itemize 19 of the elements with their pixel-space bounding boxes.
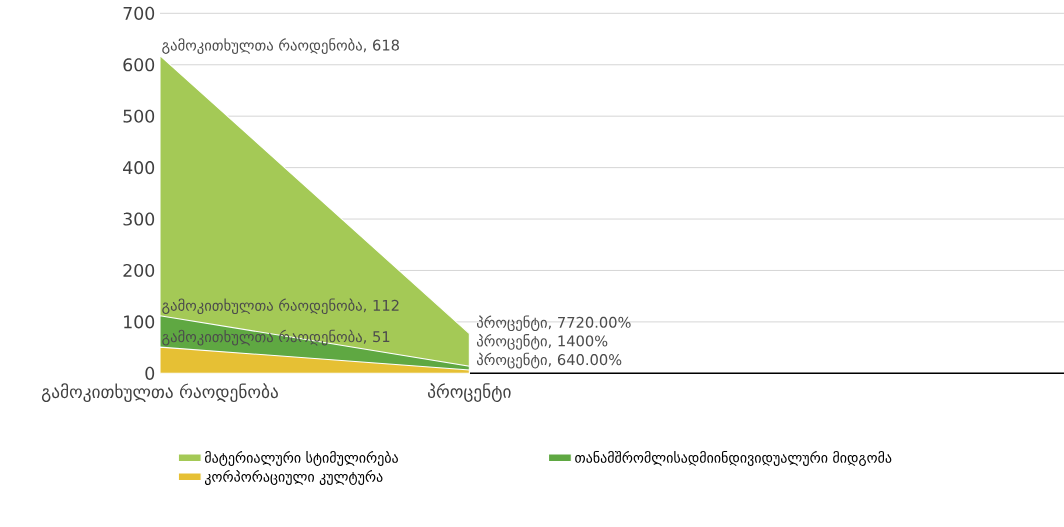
data-label: პროცენტი, 1400% xyxy=(476,334,608,350)
data-label: გამოკითხულთა რაოდენობა, 112 xyxy=(162,298,399,315)
data-label: გამოკითხულთა რაოდენობა, 51 xyxy=(162,329,390,346)
x-tick-label: პროცენტი xyxy=(428,383,511,403)
y-tick-label: 300 xyxy=(123,212,155,226)
y-tick-label: 200 xyxy=(123,264,155,278)
y-tick-label: 500 xyxy=(123,109,155,123)
y-tick-label: 0 xyxy=(145,366,155,381)
data-label: პროცენტი, 640.00% xyxy=(476,352,622,369)
x-tick-label: გამოკითხულთა რაოდენობა xyxy=(41,383,278,403)
legend-label: კორპორაციული კულტურა xyxy=(204,470,383,486)
y-tick-label: 100 xyxy=(124,315,155,329)
legend-label: თანამშრომლისადმიინდივიდუალური მიდგომა xyxy=(575,451,892,467)
y-tick-label: 700 xyxy=(123,6,155,21)
y-tick-label: 400 xyxy=(123,161,155,175)
data-label: პროცენტი, 7720.00% xyxy=(476,315,631,332)
y-tick-label: 600 xyxy=(123,58,155,72)
data-label: გამოკითხულთა რაოდენობა, 618 xyxy=(162,38,399,55)
legend-label: მატერიალური სტიმულირება xyxy=(205,451,398,467)
